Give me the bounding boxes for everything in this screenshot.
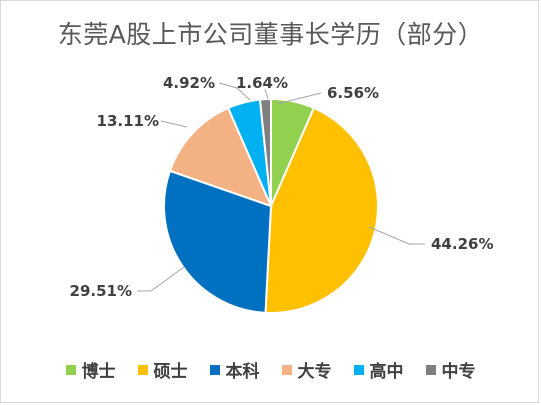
leader-lines: [137, 82, 425, 292]
data-label: 6.56%: [327, 84, 379, 102]
legend-swatch: [65, 364, 76, 375]
data-label: 29.51%: [70, 282, 132, 300]
legend-label: 本科: [225, 362, 260, 382]
legend-item: 本科: [209, 357, 260, 382]
legend-item: 博士: [65, 357, 116, 382]
pie-slice-大专: [168, 106, 273, 208]
data-label: 4.92%: [163, 74, 215, 92]
pie-slices: [163, 97, 379, 314]
legend-item: 中专: [425, 357, 476, 382]
data-label: 13.11%: [97, 112, 159, 130]
leader-line: [218, 82, 251, 101]
leader-line: [264, 88, 269, 100]
chart-title: 东莞A股上市公司董事长学历（部分）: [57, 20, 484, 49]
legend-swatch: [209, 364, 220, 375]
legend: 博士 硕士 本科 大专 高中 中专: [1, 357, 540, 382]
legend-swatch: [137, 364, 148, 375]
legend-item: 大专: [281, 357, 332, 382]
data-labels: 6.56% 44.26% 29.51% 13.11% 4.92% 1.64%: [70, 74, 494, 300]
legend-label: 博士: [81, 362, 116, 382]
pie-slice-中专: [258, 97, 272, 207]
leader-line: [137, 266, 185, 292]
data-label: 1.64%: [236, 74, 288, 92]
legend-label: 硕士: [153, 362, 188, 382]
legend-swatch: [281, 364, 292, 375]
legend-label: 大专: [297, 362, 332, 382]
data-label: 44.26%: [431, 235, 493, 253]
legend-label: 中专: [441, 362, 476, 382]
legend-item: 硕士: [137, 357, 188, 382]
pie-slice-硕士: [264, 106, 379, 314]
legend-item: 高中: [353, 357, 404, 382]
leader-line: [368, 226, 425, 245]
leader-line: [276, 92, 322, 105]
pie-slice-本科: [163, 169, 273, 314]
legend-swatch: [425, 364, 436, 375]
legend-swatch: [353, 364, 364, 375]
leader-line: [160, 120, 188, 128]
legend-label: 高中: [369, 362, 404, 382]
